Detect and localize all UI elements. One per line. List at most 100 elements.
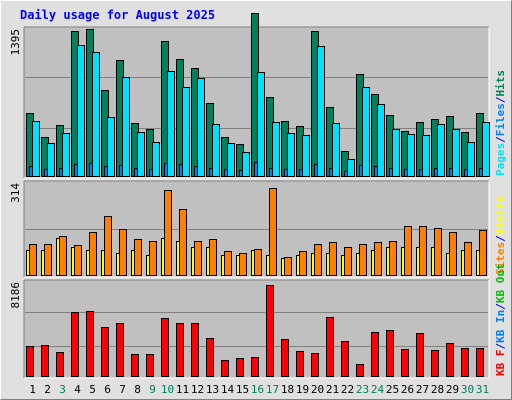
bar-sites	[479, 230, 487, 276]
bar-pages	[212, 124, 220, 177]
x-tick-label: 1	[29, 383, 36, 396]
bar-sites	[134, 239, 142, 276]
bar-kb-f	[191, 323, 199, 377]
x-tick-label: 23	[356, 383, 369, 396]
bar-kb-f	[131, 354, 139, 377]
bar-pages	[122, 77, 130, 177]
legend-entry: /	[494, 136, 507, 143]
bar-kb-f	[86, 311, 94, 377]
bar-pages	[167, 71, 175, 177]
bar-sites	[194, 241, 202, 276]
bar-sites	[119, 229, 127, 276]
bar-kb-f	[356, 364, 364, 377]
x-tick-label: 21	[326, 383, 339, 396]
bar-pages	[227, 143, 235, 177]
legend-entry: Visits	[494, 196, 507, 236]
bar-kb-f	[311, 353, 319, 377]
x-tick-label: 24	[371, 383, 385, 396]
bar-sites	[314, 244, 322, 276]
bar-kb-f	[476, 348, 484, 377]
bar-pages	[107, 117, 115, 177]
bar-sites	[284, 257, 292, 276]
bar-kb-f	[266, 285, 274, 377]
bar-sites	[254, 249, 262, 276]
bar-kb-f	[431, 350, 439, 377]
bar-sites	[209, 239, 217, 276]
bar-pages	[302, 135, 310, 177]
x-tick-label: 17	[266, 383, 279, 396]
bar-pages	[287, 133, 295, 177]
legend: Sites/Visits	[494, 196, 507, 276]
bar-pages	[77, 45, 85, 177]
bar-kb-f	[386, 330, 394, 377]
bar-kb-f	[101, 327, 109, 377]
x-tick-label: 12	[191, 383, 204, 396]
bar-kb-f	[206, 338, 214, 377]
x-tick-label: 30	[461, 383, 474, 396]
x-tick-label: 14	[221, 383, 235, 396]
bar-kb-f	[341, 341, 349, 377]
bar-sites	[269, 188, 277, 276]
legend-entry: Files	[494, 103, 507, 136]
bar-pages	[407, 134, 415, 177]
bar-sites	[464, 242, 472, 276]
x-tick-label: 26	[401, 383, 414, 396]
bar-kb-f	[401, 349, 409, 377]
bar-pages	[272, 122, 280, 177]
x-tick-label: 8	[134, 383, 141, 396]
legend-entry: KB In	[494, 310, 507, 343]
x-axis: 1 2 3 4 5 6 7 8 9 10 11 12 13 14 15 16 17 18 19 20 21 22 23 24 2…	[29, 383, 489, 396]
bar-sites	[434, 228, 442, 276]
bar-kb-f	[26, 346, 34, 377]
x-tick-label: 3	[59, 383, 66, 396]
x-tick-label: 2	[44, 383, 51, 396]
bar-kb-f	[281, 339, 289, 377]
bar-pages	[362, 87, 370, 177]
x-tick-label: 19	[296, 383, 309, 396]
bar-sites	[359, 244, 367, 276]
bar-sites	[59, 236, 67, 276]
bar-pages	[467, 142, 475, 177]
x-tick-label: 31	[476, 383, 489, 396]
bar-sites	[389, 241, 397, 276]
x-tick-label: 9	[149, 383, 156, 396]
bar-pages	[152, 142, 160, 177]
bar-pages	[257, 72, 265, 177]
bar-pages	[332, 123, 340, 177]
bar-sites	[164, 190, 172, 276]
y-max-label: 314	[9, 183, 22, 203]
y-max-label: 8186	[9, 282, 22, 309]
x-tick-label: 29	[446, 383, 459, 396]
legend: KB F/KB In/KB Out	[494, 263, 507, 376]
legend-entry: /	[494, 303, 507, 310]
bar-pages	[92, 52, 100, 177]
x-tick-label: 25	[386, 383, 399, 396]
bar-pages	[482, 122, 490, 177]
bar-sites	[344, 247, 352, 276]
bar-kb-f	[296, 351, 304, 377]
legend-entry: /	[494, 96, 507, 103]
bar-pages	[137, 132, 145, 177]
bar-sites	[89, 232, 97, 276]
bar-sites	[104, 216, 112, 276]
bar-sites	[239, 253, 247, 276]
bar-sites	[449, 232, 457, 276]
x-tick-label: 10	[161, 383, 174, 396]
bar-kb-f	[56, 352, 64, 377]
legend-entry: Pages	[494, 143, 507, 176]
bar-pages	[242, 152, 250, 177]
bar-pages	[62, 133, 70, 177]
x-tick-label: 28	[431, 383, 444, 396]
legend-entry: Hits	[494, 70, 507, 97]
x-tick-label: 27	[416, 383, 429, 396]
bar-kb-f	[461, 348, 469, 377]
x-tick-label: 15	[236, 383, 249, 396]
bar-kb-f	[251, 357, 259, 377]
bar-kb-f	[71, 312, 79, 377]
bar-pages	[32, 121, 40, 177]
bar-sites	[299, 251, 307, 276]
x-tick-label: 16	[251, 383, 264, 396]
bar-sites	[29, 244, 37, 276]
